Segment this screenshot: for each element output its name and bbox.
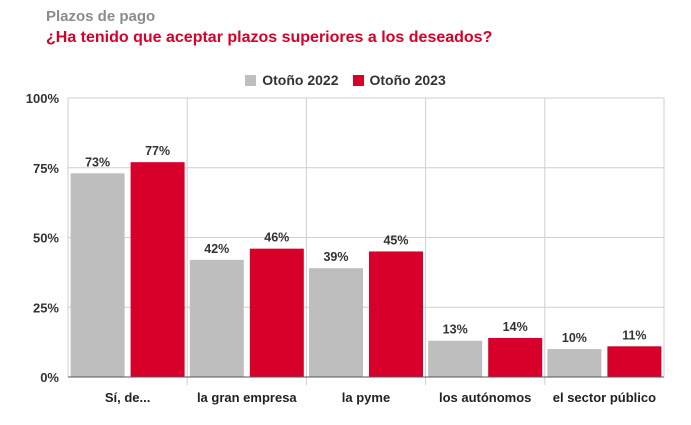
bar-series-2-0 — [130, 162, 185, 377]
x-category-label-0: Sí, de... — [105, 390, 151, 405]
bar-series-1-2 — [309, 268, 363, 377]
legend-item-series-1: Otoño 2022 — [245, 72, 339, 88]
x-category-label-2: la pyme — [342, 390, 390, 405]
bar-series-1-1 — [189, 259, 244, 377]
y-tick-label-50: 50% — [33, 231, 59, 246]
bar-series-2-2 — [369, 251, 423, 377]
legend-item-series-2: Otoño 2023 — [352, 72, 446, 88]
y-tick-label-75: 75% — [33, 161, 59, 176]
legend-swatch-series-1 — [245, 74, 257, 86]
bar-series-1-0 — [70, 173, 125, 377]
bar-series-1-4 — [547, 349, 602, 377]
x-category-label-4: el sector público — [553, 390, 656, 405]
data-label-series-2-3: 14% — [503, 320, 528, 334]
data-label-series-2-4: 11% — [622, 328, 646, 342]
bar-series-2-4 — [607, 346, 662, 377]
y-tick-label-25: 25% — [33, 300, 59, 315]
data-label-series-2-2: 45% — [383, 233, 408, 247]
y-tick-label-100: 100% — [26, 91, 60, 106]
bar-series-1-3 — [428, 340, 483, 377]
bar-series-2-3 — [488, 337, 543, 377]
chart-question: ¿Ha tenido que aceptar plazos superiores… — [46, 29, 493, 46]
legend: Otoño 2022 Otoño 2023 — [0, 72, 691, 88]
data-label-series-2-0: 77% — [145, 144, 170, 158]
y-tick-label-0: 0% — [40, 370, 59, 385]
data-label-series-2-1: 46% — [264, 231, 289, 245]
x-category-label-1: la gran empresa — [197, 390, 297, 405]
bar-series-2-1 — [249, 248, 304, 377]
data-label-series-1-4: 10% — [562, 331, 587, 345]
data-label-series-1-3: 13% — [443, 323, 468, 337]
x-category-label-3: los autónomos — [439, 390, 531, 405]
data-label-series-1-2: 39% — [323, 250, 348, 264]
chart-title: Plazos de pago — [46, 8, 156, 25]
data-label-series-1-0: 73% — [85, 155, 110, 169]
legend-swatch-series-2 — [352, 74, 364, 86]
data-label-series-1-1: 42% — [204, 242, 229, 256]
legend-label-series-1: Otoño 2022 — [262, 72, 339, 88]
legend-label-series-2: Otoño 2023 — [369, 72, 446, 88]
